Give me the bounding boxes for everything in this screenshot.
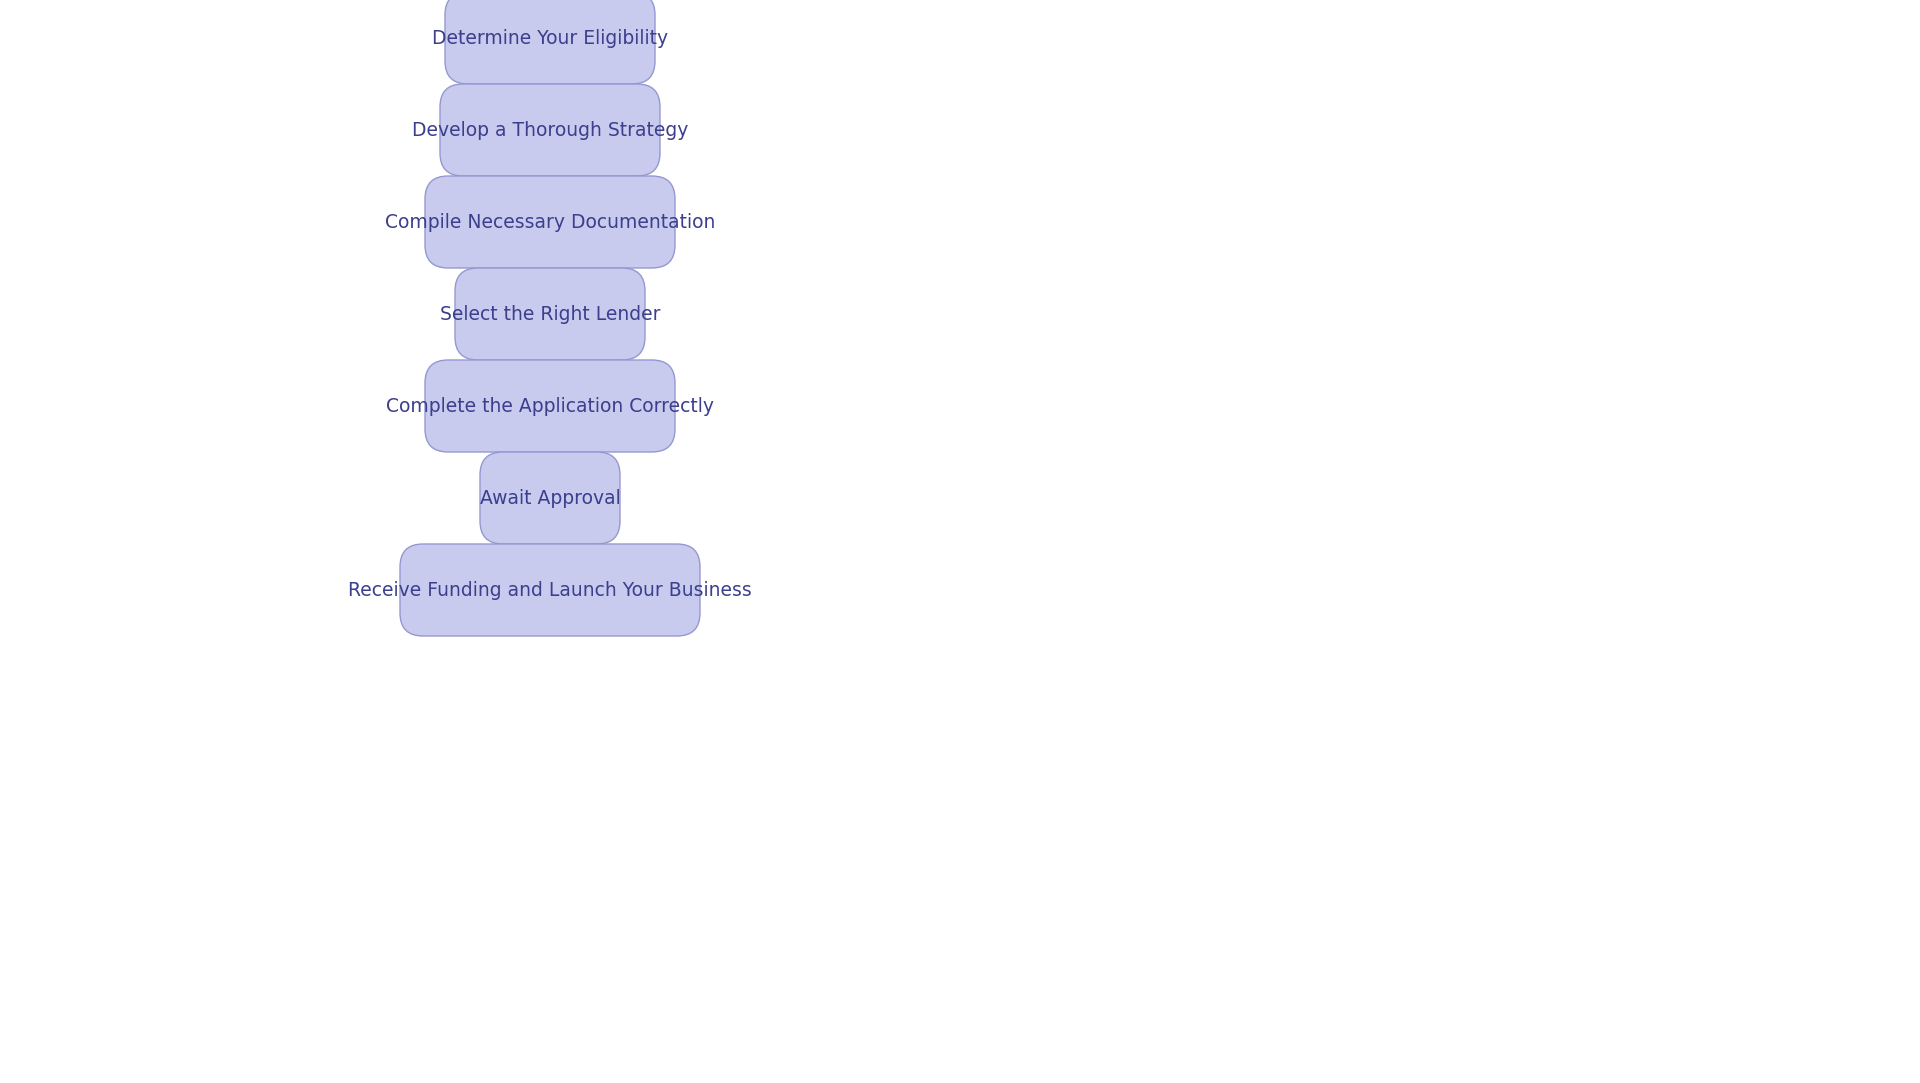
- Text: Select the Right Lender: Select the Right Lender: [440, 304, 660, 324]
- FancyBboxPatch shape: [399, 544, 701, 636]
- Text: Compile Necessary Documentation: Compile Necessary Documentation: [384, 212, 714, 232]
- Text: Develop a Thorough Strategy: Develop a Thorough Strategy: [411, 120, 687, 140]
- FancyBboxPatch shape: [440, 84, 660, 177]
- FancyBboxPatch shape: [445, 0, 655, 84]
- FancyBboxPatch shape: [455, 268, 645, 360]
- Text: Receive Funding and Launch Your Business: Receive Funding and Launch Your Business: [348, 580, 753, 600]
- Text: Determine Your Eligibility: Determine Your Eligibility: [432, 28, 668, 48]
- FancyBboxPatch shape: [424, 360, 676, 452]
- FancyBboxPatch shape: [480, 452, 620, 544]
- Text: Complete the Application Correctly: Complete the Application Correctly: [386, 396, 714, 416]
- FancyBboxPatch shape: [424, 177, 676, 268]
- Text: Await Approval: Await Approval: [480, 488, 620, 508]
